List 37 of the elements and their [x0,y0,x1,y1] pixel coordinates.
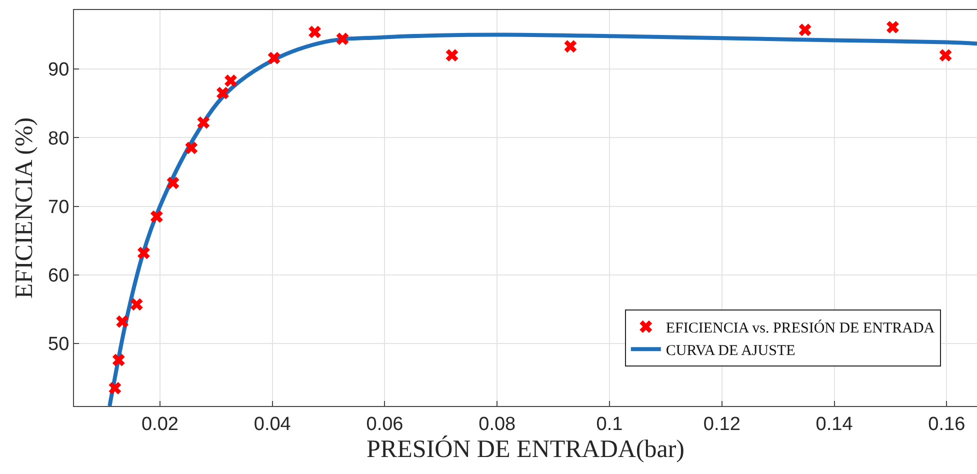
point [224,74,237,87]
point [108,382,122,394]
point [886,20,899,34]
y-tick-label: 60 [48,266,70,287]
point [268,52,280,64]
point [150,210,163,223]
point [308,26,321,38]
point [116,315,129,328]
point [185,142,198,154]
legend-label: EFICIENCIA vs. PRESIÓN DE ENTRADA [666,320,935,336]
point [798,24,812,36]
point [216,86,229,100]
x-axis-title: PRESIÓN DE ENTRADA(bar) [366,434,685,463]
point [130,298,143,311]
legend-label: CURVA DE AJUSTE [666,343,796,359]
x-tick-label: 0.12 [703,414,740,435]
point [197,116,210,129]
line-series [108,32,977,406]
point [137,246,150,260]
y-tick-label: 90 [48,60,70,81]
x-tick-label: 0.1 [596,414,623,435]
x-tick-label: 0.14 [816,414,854,435]
point [336,32,349,46]
x-tick-label: 0.04 [254,414,292,435]
point [446,49,458,62]
x-tick-label: 0.16 [928,414,966,435]
x-tick-label: 0.08 [478,414,516,435]
y-tick-label: 70 [48,196,70,218]
x-tick-label: 0.06 [366,414,404,435]
y-axis-title: EFICIENCIA (%) [10,117,38,299]
point [112,354,125,366]
point [564,40,577,53]
x-tick-label: 0.02 [141,414,178,435]
point [166,176,180,190]
y-tick-label: 80 [48,128,70,150]
point [939,49,952,62]
y-tick-label: 50 [48,334,70,356]
